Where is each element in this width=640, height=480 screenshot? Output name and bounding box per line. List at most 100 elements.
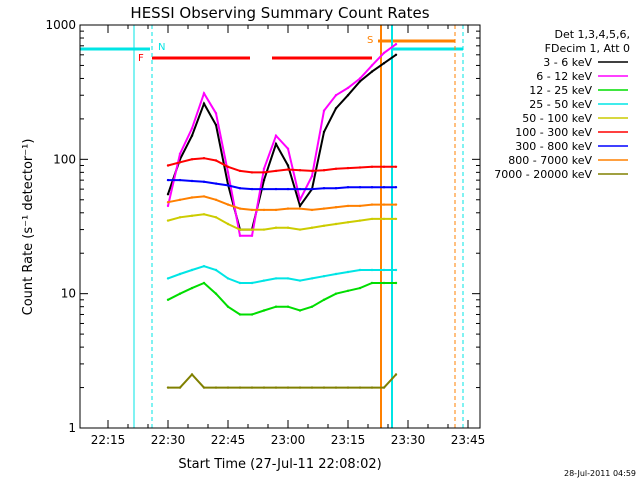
- data-point: [250, 208, 254, 212]
- data-point: [334, 272, 338, 276]
- data-point: [394, 53, 398, 56]
- data-point: [382, 281, 386, 285]
- data-point: [310, 208, 314, 212]
- data-point: [298, 198, 302, 201]
- data-point: [166, 204, 170, 208]
- series-line: [167, 43, 397, 237]
- data-point: [298, 386, 302, 389]
- x-tick-label: 22:30: [151, 433, 186, 447]
- data-point: [178, 272, 182, 276]
- data-point: [166, 178, 170, 182]
- data-point: [358, 80, 362, 83]
- data-point: [166, 201, 170, 204]
- data-point: [274, 386, 278, 389]
- data-point: [226, 386, 230, 389]
- data-point: [334, 187, 338, 190]
- data-point: [334, 94, 338, 97]
- data-point: [358, 77, 362, 80]
- data-point: [274, 277, 278, 280]
- data-point: [190, 179, 194, 183]
- data-point: [370, 186, 374, 189]
- data-point: [214, 292, 218, 295]
- series-line: [167, 265, 396, 284]
- data-point: [394, 268, 398, 272]
- data-point: [298, 279, 302, 282]
- data-point: [322, 298, 326, 301]
- data-point: [166, 386, 170, 389]
- legend-entry-label: 300 - 800 keV: [515, 140, 592, 153]
- series-line: [168, 179, 396, 191]
- data-point: [238, 187, 242, 190]
- data-point: [214, 159, 218, 162]
- data-point: [382, 386, 386, 389]
- data-point: [394, 217, 398, 221]
- data-point: [394, 43, 398, 46]
- legend-entry-label: 100 - 300 keV: [515, 126, 592, 139]
- y-tick-label: 100: [53, 152, 76, 166]
- data-point: [274, 142, 278, 146]
- data-point: [166, 164, 170, 167]
- x-tick-label: 23:15: [331, 433, 366, 447]
- saa-flag-label: N: [158, 42, 165, 53]
- series-line: [167, 281, 396, 316]
- data-point: [310, 305, 314, 308]
- data-point: [226, 305, 230, 308]
- legend-header: Det 1,3,4,5,6,: [554, 28, 630, 41]
- data-point: [310, 386, 314, 389]
- data-point: [274, 134, 278, 137]
- data-point: [238, 207, 242, 210]
- data-point: [274, 305, 278, 308]
- data-point: [214, 182, 218, 185]
- data-point: [250, 234, 254, 237]
- legend: Det 1,3,4,5,6,FDecim 1, Att 03 - 6 keV6 …: [494, 28, 630, 181]
- data-point: [166, 193, 170, 196]
- data-point: [274, 187, 278, 191]
- data-point: [226, 171, 230, 174]
- data-point: [190, 127, 194, 130]
- data-point: [190, 286, 194, 290]
- data-point: [202, 281, 206, 285]
- legend-entry-label: 25 - 50 keV: [529, 98, 592, 111]
- data-point: [286, 207, 290, 210]
- data-point: [394, 203, 398, 206]
- data-point: [238, 313, 242, 316]
- data-point: [226, 203, 230, 206]
- data-point: [214, 386, 218, 389]
- series-9: [166, 373, 398, 389]
- data-point: [202, 180, 206, 183]
- data-point: [274, 226, 278, 229]
- s-flag-label: S: [367, 35, 373, 46]
- series-4: [166, 265, 398, 285]
- data-point: [286, 187, 290, 191]
- data-point: [310, 174, 314, 178]
- y-tick-label: 1: [68, 421, 76, 435]
- data-point: [286, 277, 290, 280]
- data-point: [262, 208, 266, 212]
- data-point: [262, 187, 266, 191]
- x-axis-label: Start Time (27-Jul-11 22:08:02): [178, 457, 381, 472]
- data-point: [202, 265, 206, 268]
- data-point: [250, 171, 254, 174]
- data-point: [202, 195, 206, 198]
- plot-frame: [79, 24, 481, 429]
- data-point: [370, 217, 374, 221]
- data-point: [334, 167, 338, 170]
- data-point: [178, 152, 182, 155]
- data-point: [238, 281, 242, 285]
- data-point: [370, 268, 374, 272]
- data-point: [346, 270, 350, 274]
- data-point: [190, 268, 194, 272]
- data-point: [298, 228, 302, 231]
- data-point: [262, 167, 266, 170]
- legend-entry-label: 6 - 12 keV: [536, 70, 592, 83]
- data-point: [382, 186, 386, 189]
- data-point: [178, 178, 182, 182]
- series-8: [166, 195, 398, 212]
- legend-entry-label: 12 - 25 keV: [529, 84, 592, 97]
- series-line: [167, 195, 396, 211]
- series-6: [166, 157, 398, 174]
- chart-title: HESSI Observing Summary Count Rates: [130, 4, 429, 22]
- data-point: [358, 219, 362, 222]
- data-point: [166, 219, 170, 222]
